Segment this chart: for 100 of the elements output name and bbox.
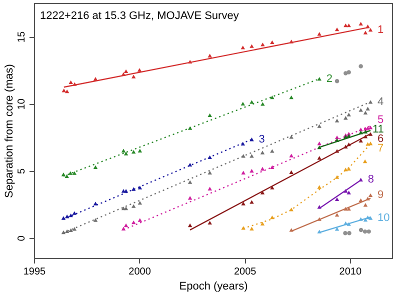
point — [317, 205, 322, 209]
point — [241, 202, 246, 206]
point — [289, 135, 294, 139]
point — [346, 23, 351, 28]
point — [362, 229, 368, 234]
point — [260, 166, 265, 171]
point — [344, 144, 348, 148]
point — [72, 171, 77, 175]
point — [366, 196, 370, 200]
point — [270, 165, 274, 169]
point — [93, 202, 98, 206]
point — [317, 32, 322, 36]
point — [121, 226, 126, 230]
point — [317, 76, 322, 81]
point — [270, 215, 274, 220]
point — [93, 218, 98, 222]
point — [366, 229, 371, 234]
point — [368, 193, 373, 198]
point — [124, 69, 128, 74]
series-label: 6 — [378, 132, 384, 145]
point — [363, 110, 368, 114]
point — [250, 154, 254, 158]
point — [358, 198, 363, 202]
point — [61, 230, 66, 234]
series-label: 8 — [368, 174, 374, 186]
point — [289, 170, 294, 174]
point — [363, 130, 368, 134]
x-axis-title: Epoch (years) — [179, 280, 248, 292]
point — [346, 222, 351, 226]
point — [260, 42, 265, 46]
point — [240, 46, 246, 50]
series-label: 4 — [378, 96, 384, 108]
point — [368, 216, 373, 220]
point — [138, 148, 142, 152]
point — [368, 100, 373, 104]
x-tick-label: 2005 — [234, 266, 257, 278]
point — [138, 201, 142, 205]
series-label: 9 — [378, 189, 384, 202]
series-label: 5 — [378, 114, 384, 126]
point — [241, 154, 246, 158]
point — [344, 168, 348, 172]
point — [362, 159, 368, 164]
point — [208, 186, 212, 190]
point — [358, 22, 363, 26]
point — [124, 223, 128, 228]
point — [208, 220, 212, 225]
point — [344, 206, 348, 211]
point — [344, 221, 348, 226]
point — [61, 216, 66, 220]
point — [334, 27, 340, 32]
point — [358, 64, 363, 68]
point — [131, 220, 136, 224]
point — [346, 112, 351, 116]
series-label: 11 — [372, 123, 384, 136]
point — [344, 23, 348, 28]
point — [208, 170, 212, 174]
point — [93, 76, 98, 81]
series-label: 10 — [378, 212, 390, 224]
point — [363, 203, 368, 207]
point — [121, 72, 126, 76]
point — [289, 228, 294, 232]
point — [334, 138, 340, 142]
point — [368, 132, 373, 136]
y-tick-label: 15 — [16, 31, 28, 43]
point — [131, 187, 136, 191]
point — [138, 218, 142, 222]
point — [358, 108, 363, 112]
point — [121, 148, 126, 152]
point — [241, 170, 246, 174]
point — [188, 223, 192, 228]
point — [366, 24, 370, 28]
point — [64, 174, 69, 178]
point — [346, 190, 351, 194]
point — [250, 226, 254, 230]
point — [346, 70, 351, 74]
point — [68, 171, 73, 175]
point — [72, 211, 77, 215]
point — [317, 230, 322, 234]
point — [124, 189, 128, 193]
point — [358, 138, 363, 143]
x-tick-label: 2010 — [339, 266, 362, 278]
point — [346, 166, 351, 171]
point — [260, 222, 265, 226]
point — [93, 165, 98, 169]
point — [68, 228, 73, 232]
point — [64, 89, 70, 94]
point — [137, 68, 142, 72]
point — [208, 54, 212, 58]
point — [250, 44, 254, 48]
point — [358, 217, 363, 221]
point — [317, 145, 322, 150]
y-axis-title: Separation from core (mas) — [4, 64, 16, 198]
point — [188, 180, 192, 184]
point — [124, 152, 128, 156]
y-tick-label: 5 — [16, 168, 28, 174]
point — [289, 154, 294, 158]
point — [131, 204, 136, 208]
point — [250, 138, 254, 142]
point — [289, 40, 294, 44]
point — [260, 102, 265, 106]
